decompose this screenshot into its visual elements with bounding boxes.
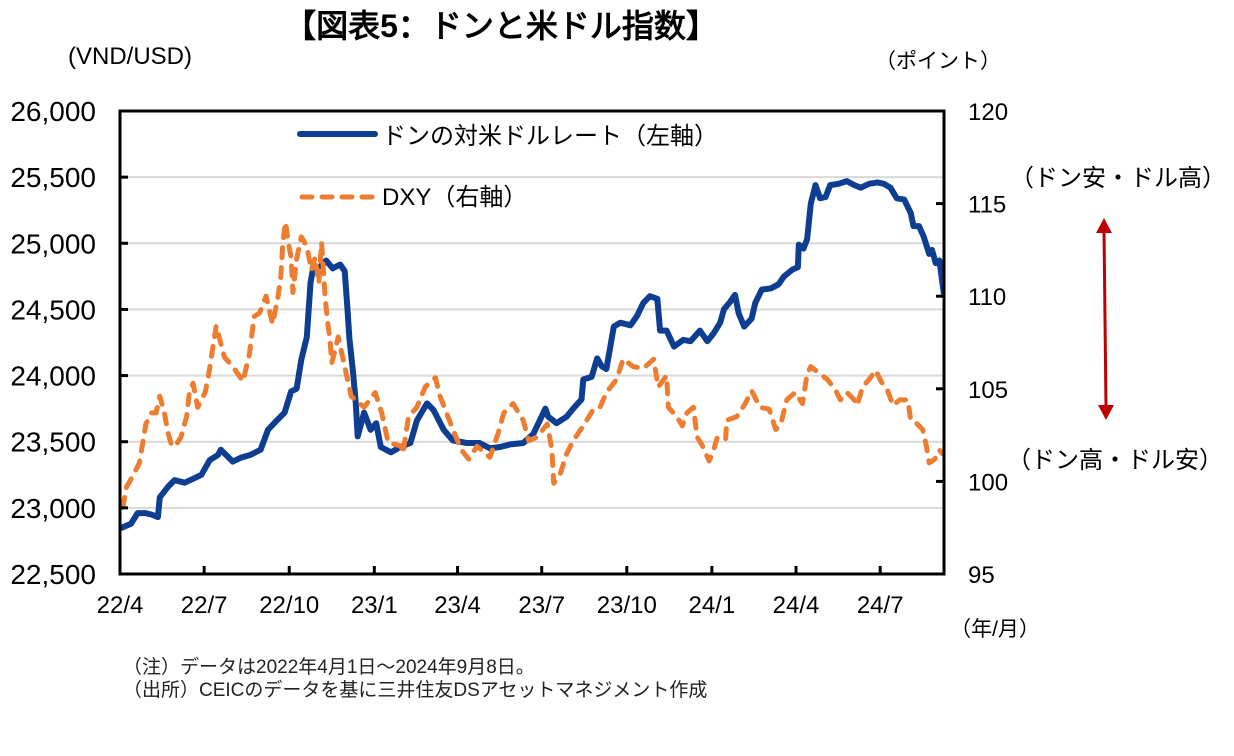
arrow-down-head-icon xyxy=(1098,405,1114,420)
annotation-dong-weak-dollar-strong: （ドン安・ドル高） xyxy=(1010,165,1226,192)
left-axis-tick-label: 22,500 xyxy=(10,559,96,590)
series-layer xyxy=(120,178,944,531)
dxy-line xyxy=(120,219,944,510)
left-axis-tick-label: 24,000 xyxy=(10,361,96,392)
right-axis-tick-label: 115 xyxy=(968,192,1006,219)
left-axis-tick-label: 23,500 xyxy=(10,427,96,458)
x-axis-tick-label: 22/7 xyxy=(181,592,228,619)
x-axis-tick-label: 23/7 xyxy=(518,592,565,619)
x-axis-unit-label: （年/月） xyxy=(950,618,1040,641)
left-axis-tick-label: 25,500 xyxy=(10,162,96,193)
arrow-up-head-icon xyxy=(1096,218,1112,233)
footnote-source: （出所）CEICのデータを基に三井住友DSアセットマネジメント作成 xyxy=(123,679,707,701)
left-axis-unit-label: (VND/USD) xyxy=(68,43,192,70)
x-axis-tick-labels: 22/4 22/7 22/10 23/1 23/4 23/7 23/10 24/1 24/4 24… xyxy=(97,592,904,619)
left-axis-tick-label: 23,000 xyxy=(10,493,96,524)
x-axis-tick-label: 24/1 xyxy=(689,592,736,619)
x-axis-tick-label: 23/10 xyxy=(597,592,657,619)
x-axis-tick-label: 23/1 xyxy=(351,592,398,619)
x-axis-tick-label: 24/7 xyxy=(857,592,904,619)
chart-title: 【図表5：ドンと米ドル指数】 xyxy=(284,8,718,44)
left-axis-tick-label: 26,000 xyxy=(10,96,96,127)
legend-label-dxy: DXY（右軸） xyxy=(382,184,527,211)
vnd-usd-rate-line xyxy=(120,178,944,531)
left-axis-tick-label: 25,000 xyxy=(10,228,96,259)
direction-annotation: （ドン安・ドル高） （ドン高・ドル安） xyxy=(1007,165,1226,474)
right-axis-tick-label: 110 xyxy=(968,284,1006,311)
right-axis-tick-labels: 120 115 110 105 100 95 xyxy=(968,99,1008,589)
legend-item-dxy: DXY（右軸） xyxy=(299,184,527,211)
x-axis-tick-label: 22/4 xyxy=(97,592,144,619)
footnote-note: （注）データは2022年4月1日～2024年9月8日。 xyxy=(123,656,535,678)
x-axis-tick-label: 22/10 xyxy=(259,592,319,619)
double-arrow-icon xyxy=(1096,218,1114,420)
axis-ticks xyxy=(118,109,944,576)
annotation-dong-strong-dollar-weak: （ドン高・ドル安） xyxy=(1007,447,1223,474)
right-axis-tick-label: 105 xyxy=(968,377,1008,404)
plot-frame xyxy=(118,109,946,576)
left-axis-tick-label: 24,500 xyxy=(10,294,96,325)
right-axis-tick-label: 120 xyxy=(968,99,1008,126)
left-axis-tick-labels: 26,000 25,500 25,000 24,500 24,000 23,500 23,0… xyxy=(10,96,96,590)
right-axis-tick-label: 95 xyxy=(968,562,995,589)
right-axis-unit-label: （ポイント） xyxy=(875,50,1001,73)
legend: ドンの対米ドルレート（左軸） DXY（右軸） xyxy=(297,123,718,211)
x-axis-tick-label: 23/4 xyxy=(434,592,481,619)
x-axis-tick-label: 24/4 xyxy=(773,592,820,619)
legend-label-vnd-rate: ドンの対米ドルレート（左軸） xyxy=(382,123,718,150)
legend-item-vnd-rate: ドンの対米ドルレート（左軸） xyxy=(297,123,718,150)
right-axis-tick-label: 100 xyxy=(968,469,1008,496)
arrow-shaft xyxy=(1102,229,1108,409)
